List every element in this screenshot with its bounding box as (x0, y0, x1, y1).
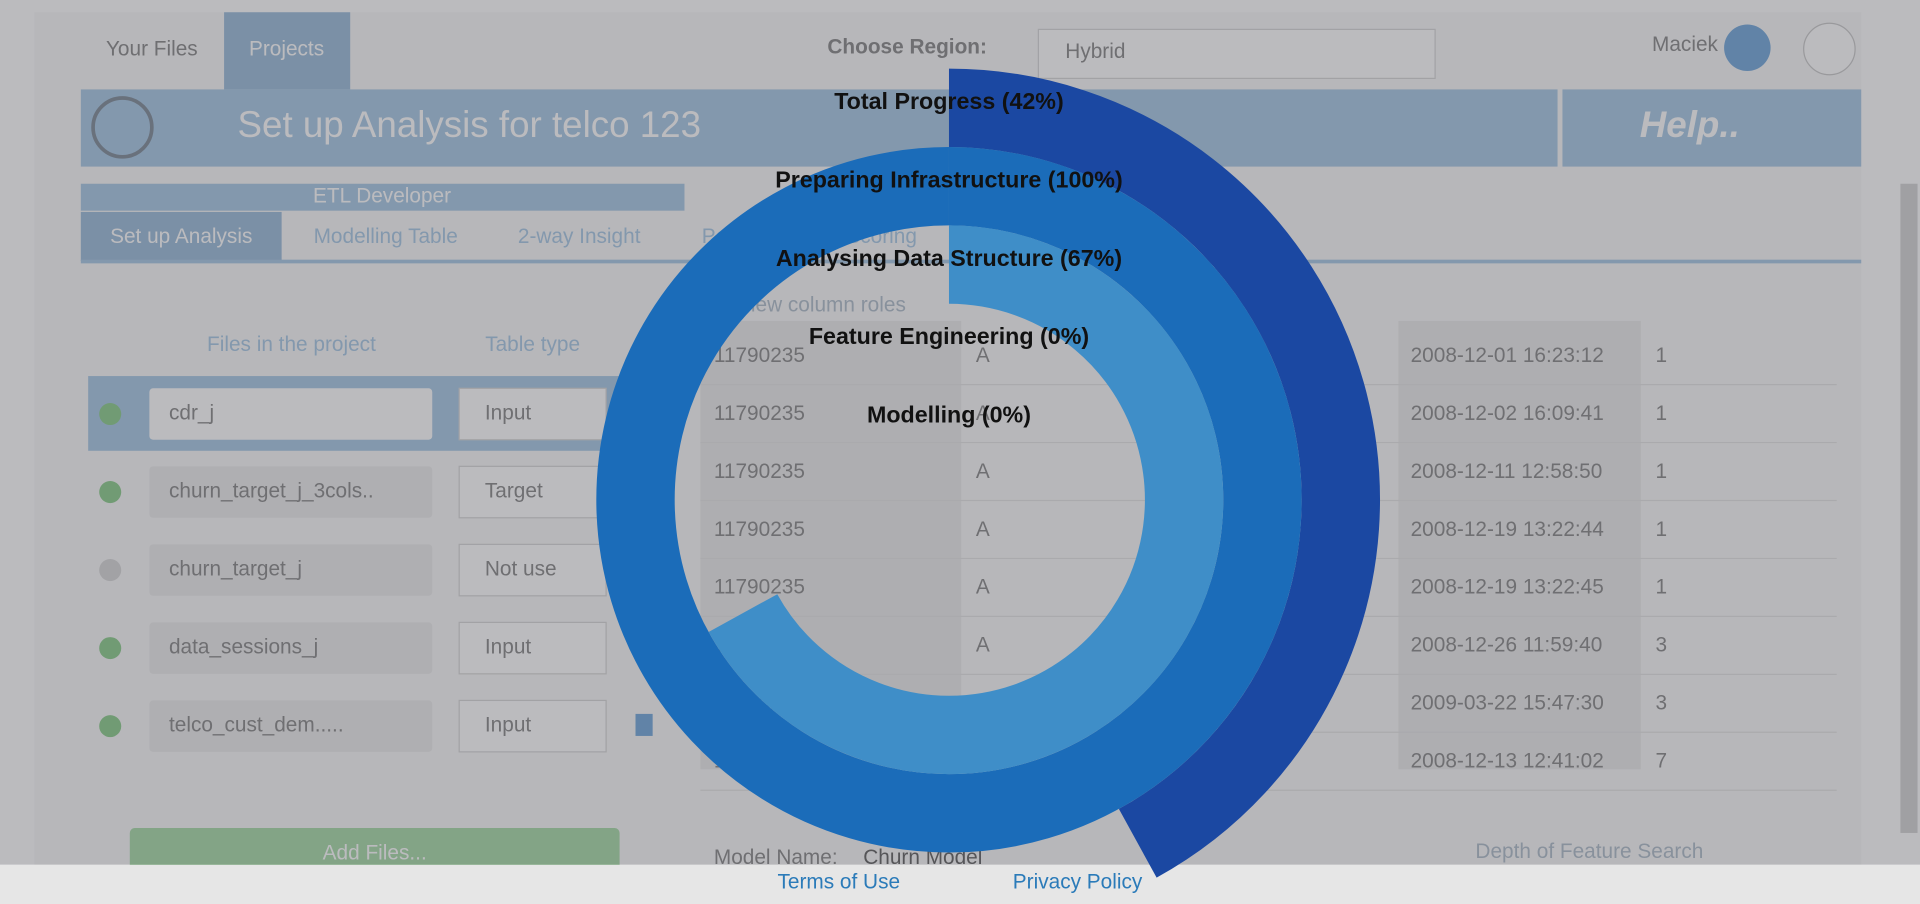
progress-arc (948, 68, 1380, 878)
progress-arc (708, 225, 1224, 775)
progress-chart: Total Progress (42%) Preparing Infrastruc… (596, 68, 1380, 878)
progress-arc (596, 146, 1302, 853)
progress-label: Preparing Infrastructure (100%) (775, 166, 1122, 192)
progress-label: Total Progress (42%) (834, 88, 1064, 114)
progress-label: Feature Engineering (0%) (809, 323, 1089, 349)
footer-link[interactable]: Terms of Use (777, 871, 900, 894)
progress-label: Modelling (0%) (867, 402, 1031, 428)
progress-label: Analysing Data Structure (67%) (776, 245, 1122, 271)
footer-link[interactable]: Privacy Policy (1013, 871, 1143, 894)
footer (0, 864, 1920, 904)
